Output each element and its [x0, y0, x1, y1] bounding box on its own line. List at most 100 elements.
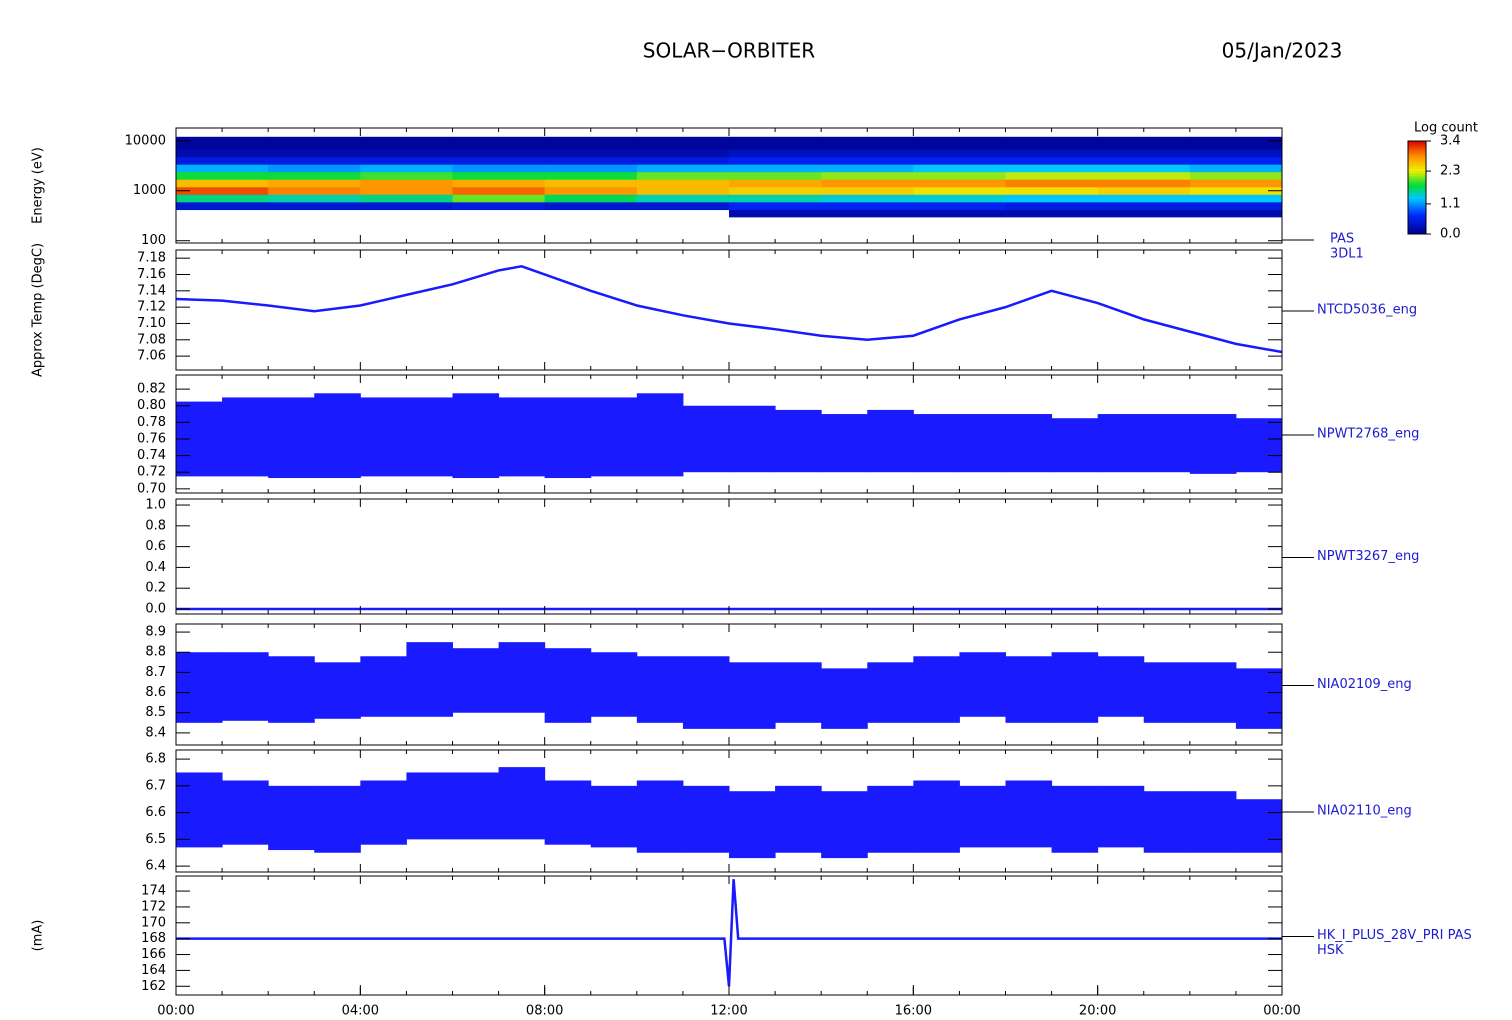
colorbar-segment: [1408, 217, 1426, 221]
heatmap-cell: [176, 201, 269, 211]
panel-label: HSK: [1317, 943, 1344, 958]
panel-label: NIA02110_eng: [1317, 804, 1412, 819]
band-segment: [636, 780, 684, 853]
colorbar-segment: [1408, 175, 1426, 179]
colorbar-segment: [1408, 178, 1426, 182]
band-segment: [406, 397, 453, 477]
band-segment: [636, 656, 684, 723]
heatmap-cell: [1097, 136, 1191, 150]
heatmap-cell: [268, 201, 361, 211]
colorbar-segment: [1408, 182, 1426, 186]
line: [175, 265, 1283, 354]
x-tick-label: 00:00: [1263, 1004, 1300, 1019]
heatmap-cell: [544, 179, 638, 188]
heatmap-cell: [1097, 156, 1191, 165]
heatmap-cell: [913, 164, 1006, 173]
colorbar-segment: [1408, 157, 1426, 161]
band-segment: [682, 785, 730, 853]
colorbar-segment: [1408, 208, 1426, 212]
band-segment: [1005, 414, 1053, 473]
band-segment: [775, 662, 822, 723]
heatmap-cell: [176, 156, 269, 165]
band-segment: [406, 772, 453, 840]
x-tick-label: 16:00: [895, 1004, 932, 1019]
y-tick-label: 0.80: [137, 398, 166, 413]
colorbar-segment: [1408, 231, 1426, 235]
heatmap-cell: [1005, 209, 1099, 218]
chart-title: SOLAR−ORBITER: [643, 39, 815, 63]
heatmap-cell: [1097, 209, 1191, 218]
heatmap-cell: [1005, 171, 1099, 180]
heatmap-cell: [729, 179, 822, 188]
y-tick-label: 6.8: [145, 752, 166, 767]
panel-label: 3DL1: [1330, 247, 1364, 262]
band-segment: [176, 652, 223, 723]
heatmap-cell: [268, 171, 361, 180]
heatmap-cell: [544, 136, 638, 150]
heatmap-cell: [176, 179, 269, 188]
band-segment: [176, 772, 223, 848]
band-segment: [498, 397, 546, 477]
colorbar-segment: [1408, 220, 1426, 223]
heatmap-cell: [821, 209, 914, 218]
band-segment: [268, 785, 315, 851]
heatmap-cell: [913, 201, 1006, 211]
heatmap-cell: [360, 194, 453, 203]
heatmap-cell: [821, 136, 914, 150]
colorbar-label: Log count: [1414, 121, 1478, 136]
band-segment: [590, 785, 638, 848]
band-segment: [682, 405, 730, 473]
colorbar-segment: [1408, 147, 1426, 151]
heatmap-cell: [1189, 179, 1283, 188]
heatmap-cell: [729, 209, 822, 218]
colorbar-segment: [1408, 196, 1426, 200]
colorbar-tick-label: 2.3: [1440, 164, 1461, 179]
heatmap-cell: [1097, 201, 1191, 211]
x-tick-label: 08:00: [526, 1004, 563, 1019]
band-segment: [590, 652, 638, 717]
heatmap-cell: [544, 149, 638, 158]
band-segment: [452, 772, 500, 840]
heatmap-cell: [1189, 149, 1283, 158]
colorbar-segment: [1408, 173, 1426, 177]
heatmap-cell: [1097, 194, 1191, 203]
band-segment: [222, 397, 269, 477]
panel-frame: [175, 498, 1283, 615]
band-segment: [729, 405, 776, 473]
y-tick-label: 0.72: [137, 465, 166, 480]
colorbar-segment: [1408, 215, 1426, 219]
heatmap-cell: [452, 164, 546, 173]
heatmap-cell: [360, 164, 453, 173]
heatmap-cell: [636, 164, 730, 173]
heatmap-cell: [360, 149, 453, 158]
band-segment: [1143, 791, 1191, 853]
heatmap-cell: [1097, 179, 1191, 188]
colorbar-frame: [1407, 140, 1427, 235]
heatmap-cell: [913, 179, 1006, 188]
band-segment: [775, 409, 822, 473]
y-tick-label: 166: [141, 947, 166, 962]
y-tick-label: 170: [141, 915, 166, 930]
band-segment: [498, 767, 546, 840]
colorbar-segment: [1408, 224, 1426, 228]
y-tick-label: 0.76: [137, 431, 166, 446]
heatmap-cell: [913, 136, 1006, 150]
y-tick-label: 174: [141, 884, 166, 899]
heatmap-cell: [360, 179, 453, 188]
panel-label: NIA02109_eng: [1317, 677, 1412, 692]
band-segment: [1051, 785, 1099, 853]
colorbar-segment: [1408, 213, 1426, 216]
heatmap-cell: [913, 149, 1006, 158]
heatmap-cell: [360, 171, 453, 180]
colorbar-segment: [1408, 152, 1426, 156]
band-segment: [959, 414, 1006, 473]
heatmap-cell: [452, 186, 546, 195]
band-segment: [729, 662, 776, 729]
panel-label: NTCD5036_eng: [1317, 303, 1417, 318]
band-segment: [1005, 780, 1053, 848]
heatmap-cell: [268, 179, 361, 188]
heatmap-cell: [544, 186, 638, 195]
y-tick-label: 0.82: [137, 382, 166, 397]
heatmap-cell: [544, 201, 638, 211]
